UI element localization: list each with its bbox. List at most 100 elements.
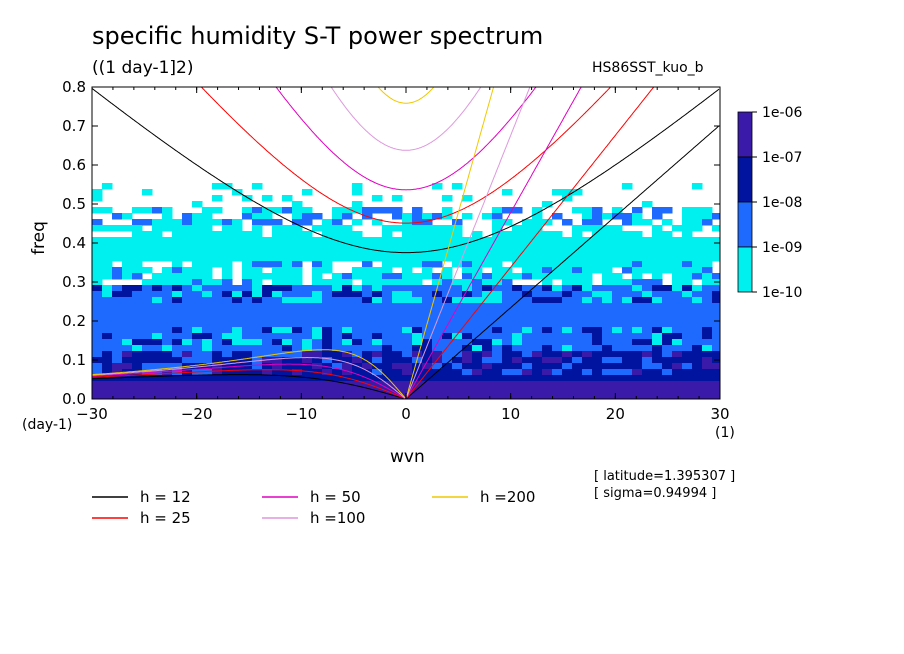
heat-cell (192, 279, 203, 286)
heat-cell (362, 387, 373, 394)
heat-cell (702, 237, 713, 244)
heat-cell (122, 225, 133, 232)
heat-cell (382, 255, 393, 262)
heat-cell (602, 381, 613, 388)
heat-cell (632, 243, 643, 250)
heat-cell (542, 333, 553, 340)
heat-cell (352, 291, 363, 298)
heat-cell (582, 357, 593, 364)
heat-cell (462, 351, 473, 358)
heat-cell (252, 333, 263, 340)
heat-cell (182, 339, 193, 346)
heat-cell (292, 201, 303, 208)
heat-cell (262, 303, 273, 310)
heat-cell (332, 351, 343, 358)
heat-cell (452, 249, 463, 256)
heat-cell (302, 357, 313, 364)
heat-cell (302, 303, 313, 310)
heat-cell (442, 279, 453, 286)
heat-cell (212, 297, 223, 304)
heat-cell (482, 321, 493, 328)
heat-cell (122, 357, 133, 364)
heat-cell (102, 393, 113, 399)
heat-cell (162, 321, 173, 328)
heat-cell (482, 381, 493, 388)
heat-cell (652, 369, 663, 376)
heat-cell (472, 393, 483, 399)
heat-cell (112, 315, 123, 322)
heat-cell (312, 327, 323, 334)
heat-cell (572, 381, 583, 388)
heat-cell (422, 243, 433, 250)
heat-cell (502, 279, 513, 286)
heat-cell (622, 393, 633, 399)
heat-cell (222, 273, 233, 280)
heat-cell (422, 249, 433, 256)
heat-cell (332, 339, 343, 346)
heat-cell (612, 369, 623, 376)
heat-cell (672, 321, 683, 328)
heat-cell (462, 363, 473, 370)
heat-cell (452, 375, 463, 382)
heat-cell (712, 213, 720, 220)
heat-cell (692, 291, 703, 298)
heat-cell (702, 363, 713, 370)
heat-cell (402, 297, 413, 304)
heat-cell (282, 285, 293, 292)
heat-cell (602, 261, 613, 268)
kelvin-curve-h50 (406, 87, 582, 398)
heat-cell (532, 345, 543, 352)
heat-cell (602, 345, 613, 352)
heat-cell (142, 279, 153, 286)
heat-cell (452, 303, 463, 310)
heat-cell (142, 363, 153, 370)
heat-cell (272, 333, 283, 340)
heat-cell (242, 231, 253, 238)
heat-cell (632, 393, 643, 399)
heat-cell (672, 381, 683, 388)
heat-cell (182, 285, 193, 292)
heat-cell (672, 243, 683, 250)
heat-cell (672, 285, 683, 292)
heat-cell (352, 315, 363, 322)
heat-cell (162, 255, 173, 262)
heat-cell (552, 345, 563, 352)
heat-cell (712, 249, 720, 256)
heat-cell (402, 279, 413, 286)
heat-cell (292, 345, 303, 352)
heat-cell (642, 333, 653, 340)
heat-cell (342, 249, 353, 256)
heat-cell (92, 285, 103, 292)
heat-cell (472, 303, 483, 310)
heat-cell (302, 231, 313, 238)
heat-cell (612, 255, 623, 262)
heat-cell (692, 261, 703, 268)
heat-cell (172, 393, 183, 399)
heat-cell (662, 351, 673, 358)
heat-cell (132, 339, 143, 346)
heat-cell (372, 339, 383, 346)
heat-cell (172, 375, 183, 382)
heat-cell (162, 273, 173, 280)
heat-cell (532, 255, 543, 262)
heat-cell (682, 381, 693, 388)
heat-cell (372, 297, 383, 304)
heat-cell (232, 249, 243, 256)
heat-cell (282, 363, 293, 370)
heat-cell (502, 297, 513, 304)
heat-cell (482, 237, 493, 244)
heat-cell (422, 381, 433, 388)
heat-cell (572, 363, 583, 370)
heat-cell (242, 357, 253, 364)
heat-cell (442, 285, 453, 292)
heat-cell (382, 243, 393, 250)
heat-cell (182, 237, 193, 244)
heat-cell (512, 351, 523, 358)
heat-cell (482, 387, 493, 394)
heat-cell (222, 219, 233, 226)
heat-cell (202, 267, 213, 274)
y-tick-label: 0.0 (62, 390, 86, 408)
heat-cell (502, 207, 513, 214)
heat-cell (552, 387, 563, 394)
heat-cell (512, 207, 523, 214)
